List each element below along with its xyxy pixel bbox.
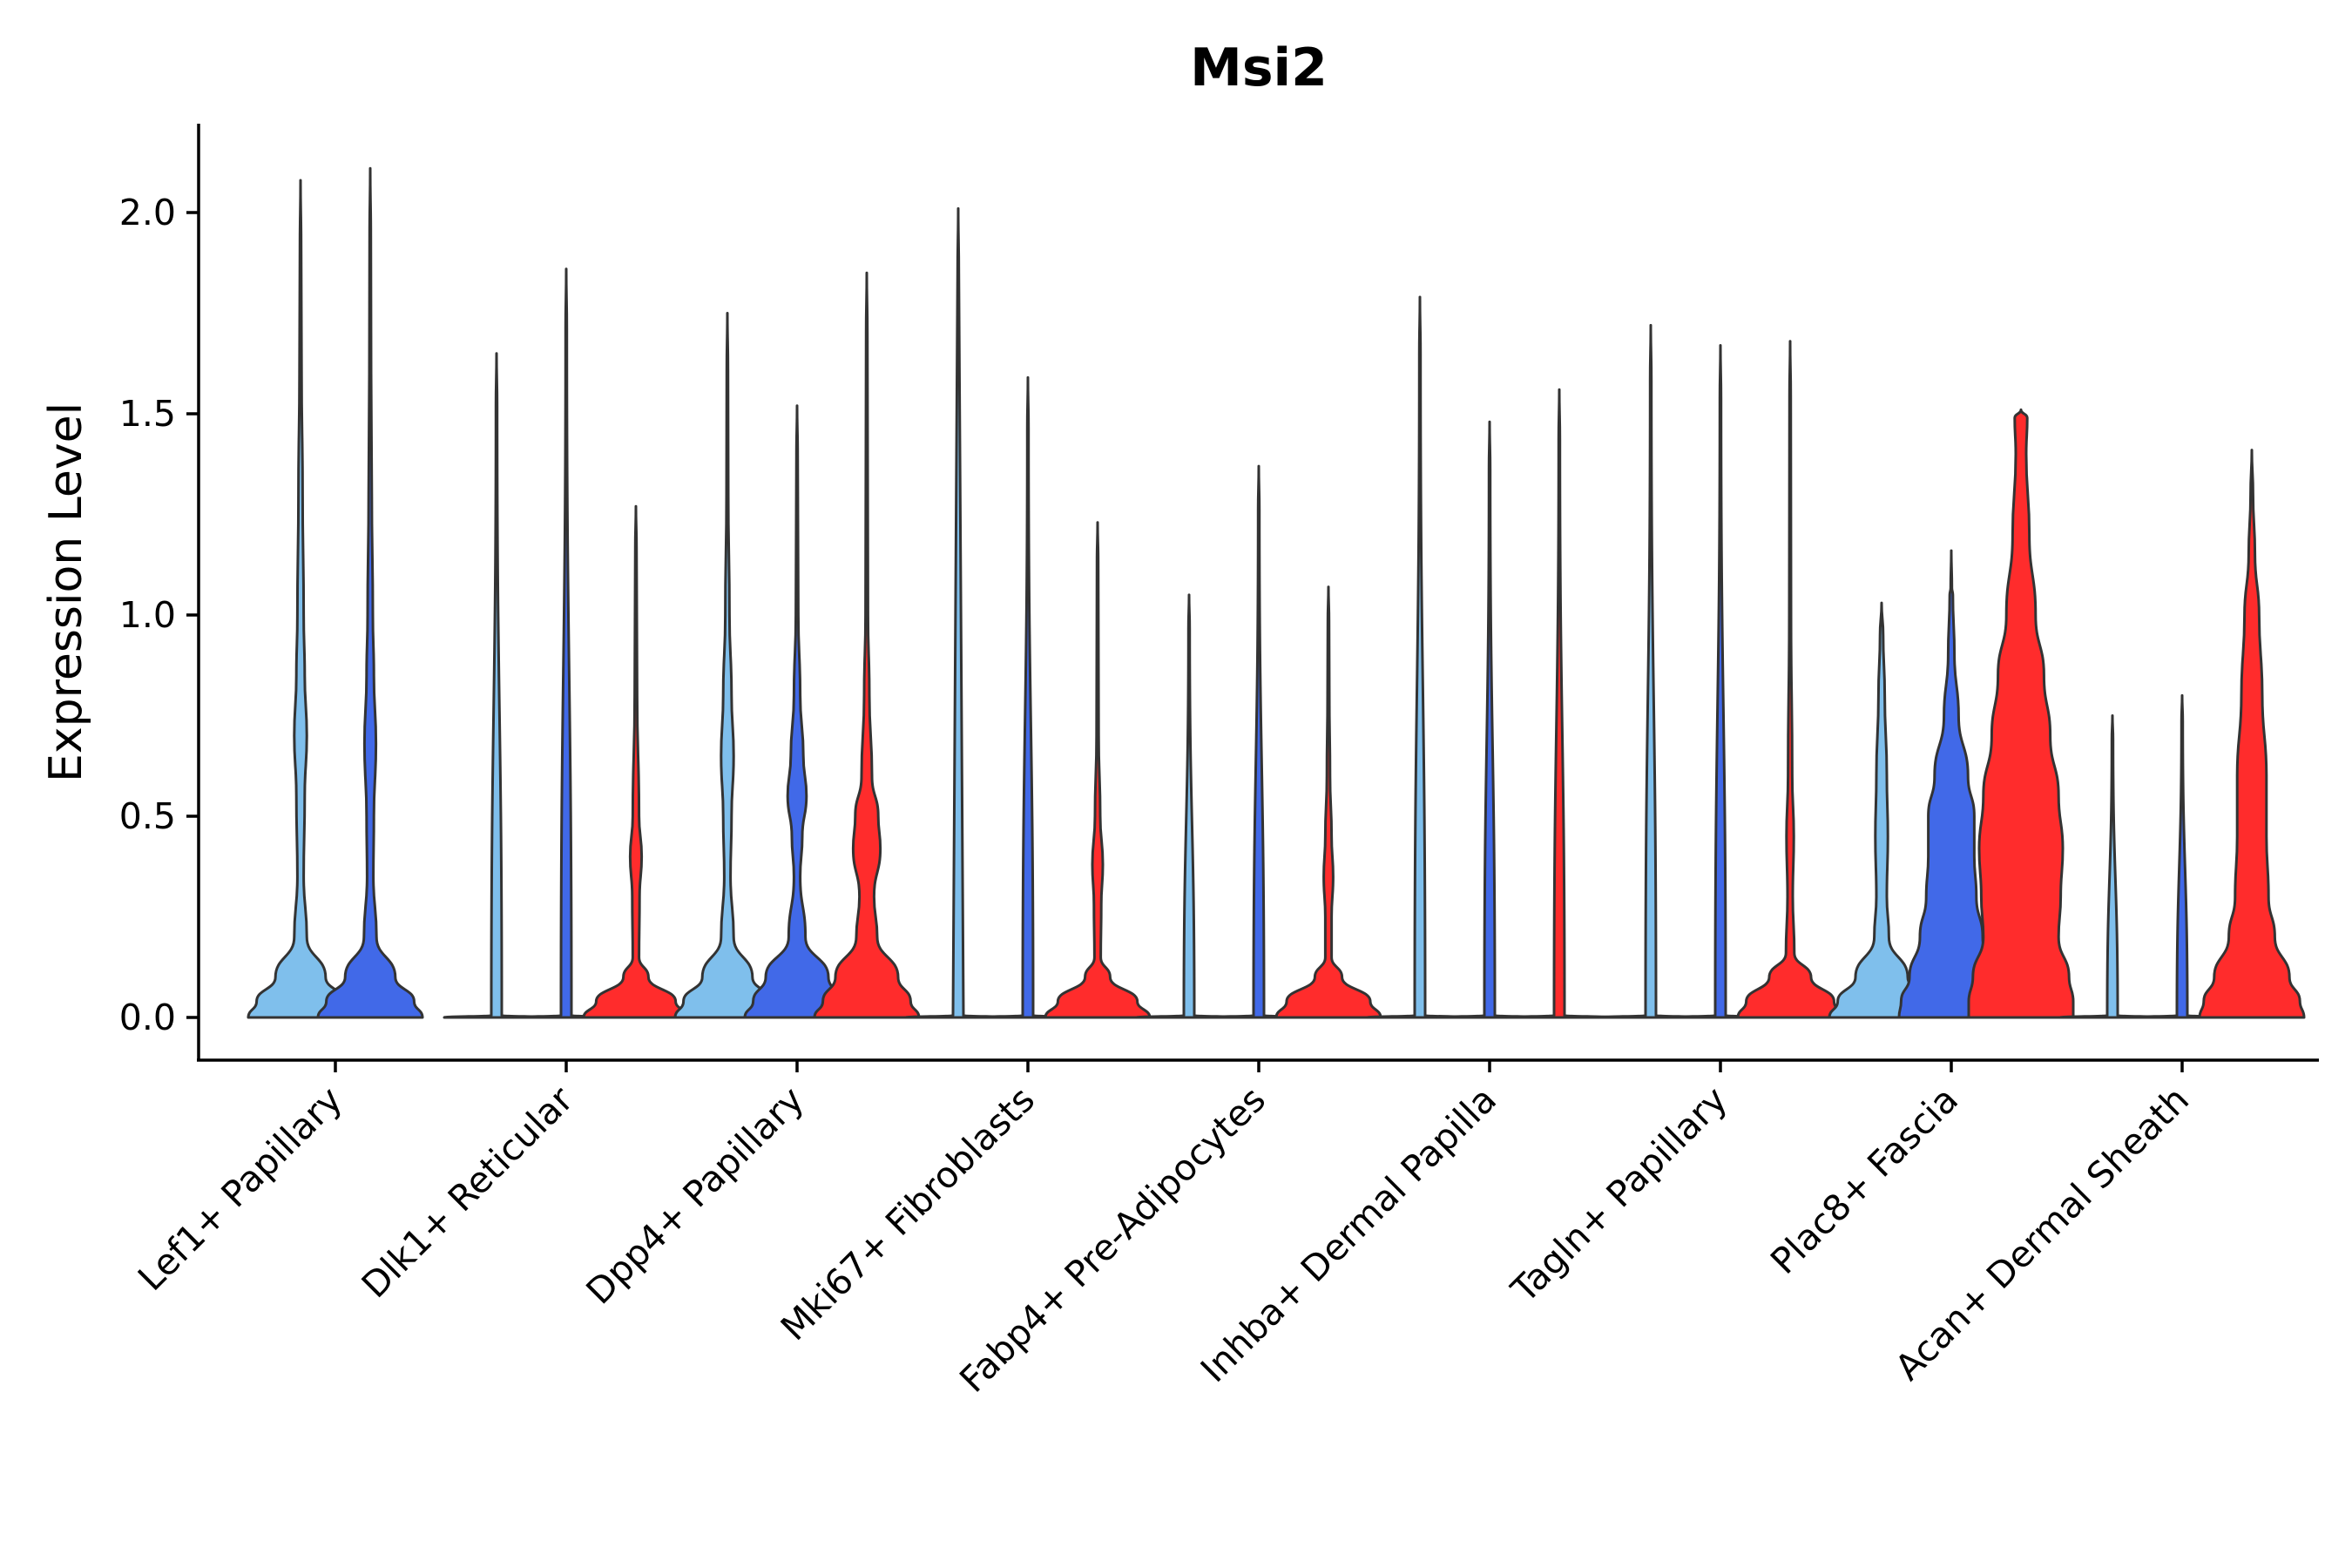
violin-1-2	[316, 166, 424, 1019]
y-tick-label: 1.0	[119, 594, 176, 636]
y-tick-label: 0.0	[119, 997, 176, 1038]
violin-5-2	[1205, 464, 1313, 1019]
violin-4-3	[1044, 521, 1152, 1019]
x-tick-label: Dpp4+ Papillary	[578, 1078, 812, 1312]
x-tick-label: Mki67+ Fibroblasts	[773, 1078, 1043, 1348]
x-tick-label: Dlk1+ Reticular	[354, 1078, 581, 1306]
violin-4-1	[904, 206, 1012, 1019]
violin-8-1	[1828, 601, 1936, 1019]
y-tick-label: 0.5	[119, 795, 176, 837]
violin-6-3	[1505, 388, 1613, 1019]
violin-9-1	[2058, 714, 2166, 1019]
violin-2-1	[443, 352, 551, 1019]
violin-5-3	[1274, 585, 1382, 1019]
x-tick-label: Plac8+ Fascia	[1762, 1078, 1966, 1282]
violin-3-2	[743, 404, 851, 1019]
violin-layer	[247, 166, 2306, 1019]
violin-7-3	[1736, 340, 1844, 1019]
y-axis-ticks: 0.0 0.5 1.0 1.5 2.0	[119, 192, 199, 1038]
violin-6-2	[1436, 420, 1544, 1019]
violin-1-1	[247, 179, 355, 1019]
violin-7-2	[1666, 344, 1774, 1019]
violin-7-1	[1597, 323, 1705, 1019]
violin-2-2	[512, 267, 620, 1019]
violin-6-1	[1366, 295, 1474, 1019]
violin-8-2	[1897, 549, 2005, 1019]
violin-3-3	[813, 271, 921, 1019]
violin-3-1	[673, 312, 781, 1019]
violin-9-2	[2128, 693, 2236, 1019]
violin-9-3	[2198, 449, 2306, 1019]
violin-2-3	[582, 504, 690, 1019]
chart-title: Msi2	[1190, 37, 1328, 98]
y-axis-label: Expression Level	[40, 402, 92, 782]
violin-8-3	[1967, 408, 2075, 1019]
x-tick-label: Lef1+ Papillary	[130, 1078, 350, 1299]
violin-4-2	[974, 375, 1082, 1019]
x-tick-label: Tagln+ Papillary	[1503, 1078, 1735, 1311]
y-tick-label: 2.0	[119, 192, 176, 233]
violin-5-1	[1135, 593, 1243, 1019]
y-tick-label: 1.5	[119, 393, 176, 435]
